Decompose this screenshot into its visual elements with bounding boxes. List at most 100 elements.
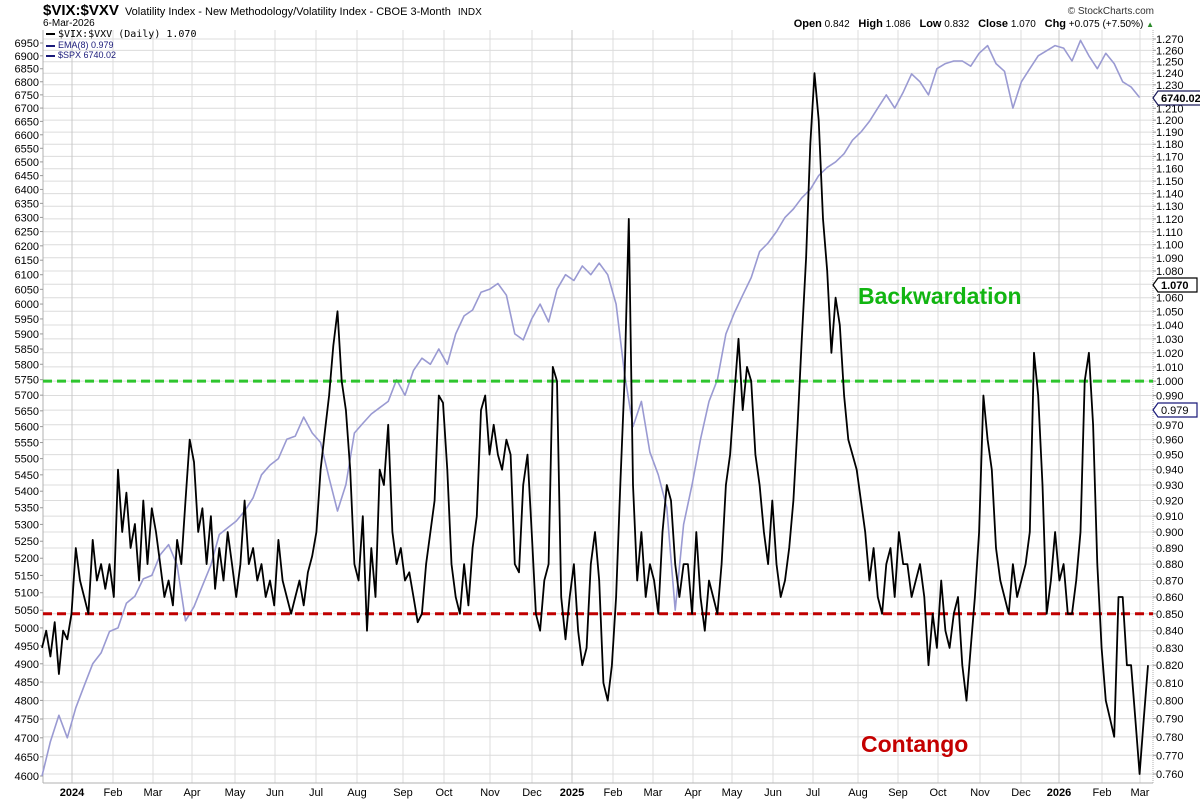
- x-tick-label: Dec: [522, 787, 542, 799]
- backwardation-label: Backwardation: [858, 283, 1022, 309]
- left-tick-label: 6950: [15, 38, 39, 50]
- right-tick-label: 1.250: [1156, 57, 1184, 69]
- right-tick-label: 0.880: [1156, 559, 1184, 571]
- left-tick-label: 4900: [15, 659, 39, 671]
- right-tick-label: 1.140: [1156, 189, 1184, 201]
- left-tick-label: 5150: [15, 570, 39, 582]
- right-tick-label: 0.790: [1156, 714, 1184, 726]
- contango-label: Contango: [861, 731, 969, 757]
- right-tick-label: 0.970: [1156, 420, 1184, 432]
- left-tick-label: 4750: [15, 714, 39, 726]
- left-tick-label: 4800: [15, 695, 39, 707]
- x-tick-label: 2025: [560, 787, 584, 799]
- x-tick-label: May: [722, 787, 743, 799]
- x-tick-label: Aug: [347, 787, 367, 799]
- right-tick-label: 1.160: [1156, 164, 1184, 176]
- ratio-price-tag: 1.070: [1152, 277, 1198, 293]
- x-tick-label: Nov: [970, 787, 990, 799]
- contango-annotation: Contango: [861, 731, 968, 758]
- x-tick-label: Feb: [1093, 787, 1112, 799]
- left-tick-label: 4650: [15, 752, 39, 764]
- svg-text:6740.02: 6740.02: [1161, 93, 1200, 105]
- right-tick-label: 1.270: [1156, 34, 1184, 46]
- symbol-description: Volatility Index - New Methodology/Volat…: [124, 6, 451, 18]
- x-tick-label: Sep: [888, 787, 908, 799]
- open-label: Open: [793, 18, 822, 30]
- left-tick-label: 5550: [15, 438, 39, 450]
- x-tick-label: Feb: [104, 787, 123, 799]
- right-tick-label: 0.890: [1156, 543, 1184, 555]
- right-tick-label: 0.830: [1156, 643, 1184, 655]
- close-label: Close: [978, 18, 1009, 30]
- left-tick-label: 6000: [15, 299, 39, 311]
- legend-swatch-ema: [46, 44, 55, 47]
- right-tick-label: 1.230: [1156, 80, 1184, 92]
- right-tick-label: 0.780: [1156, 732, 1184, 744]
- low-value: 0.832: [944, 19, 970, 30]
- x-tick-label: Mar: [144, 787, 163, 799]
- grid: [43, 30, 1153, 783]
- right-tick-label: 0.820: [1156, 660, 1184, 672]
- x-tick-label: Nov: [480, 787, 500, 799]
- right-tick-label: 0.930: [1156, 480, 1184, 492]
- left-tick-label: 5750: [15, 375, 39, 387]
- right-tick-label: 1.020: [1156, 348, 1184, 360]
- x-tick-label: Apr: [684, 787, 701, 799]
- left-tick-label: 6300: [15, 212, 39, 224]
- left-tick-label: 5950: [15, 314, 39, 326]
- x-tick-label: Aug: [848, 787, 868, 799]
- right-tick-label: 0.900: [1156, 527, 1184, 539]
- right-tick-label: 0.940: [1156, 465, 1184, 477]
- right-tick-label: 1.130: [1156, 201, 1184, 213]
- right-tick-label: 1.030: [1156, 334, 1184, 346]
- left-tick-label: 5900: [15, 329, 39, 341]
- left-tick-label: 4850: [15, 677, 39, 689]
- right-tick-label: 0.760: [1156, 769, 1184, 781]
- svg-text:0.979: 0.979: [1161, 405, 1189, 417]
- ohlc-summary: Open 0.842 High 1.086 Low 0.832 Close 1.…: [788, 18, 1154, 30]
- legend-label: EMA(8) 0.979: [58, 40, 114, 50]
- right-tick-label: 1.000: [1156, 376, 1184, 388]
- open-value: 0.842: [824, 19, 850, 30]
- right-axis-ticks: 1.2701.2601.2501.2401.2301.2201.2101.200…: [1153, 34, 1184, 781]
- x-tick-label: Oct: [929, 787, 946, 799]
- right-tick-label: 0.850: [1156, 609, 1184, 621]
- right-tick-label: 1.080: [1156, 266, 1184, 278]
- left-tick-label: 6750: [15, 90, 39, 102]
- left-tick-label: 5250: [15, 536, 39, 548]
- right-tick-label: 1.260: [1156, 45, 1184, 57]
- right-tick-label: 1.180: [1156, 139, 1184, 151]
- change-value: +0.075 (+7.50%): [1068, 19, 1144, 30]
- left-tick-label: 4950: [15, 641, 39, 653]
- brand-watermark: © StockCharts.com: [1067, 6, 1154, 17]
- left-tick-label: 5650: [15, 406, 39, 418]
- svg-text:1.070: 1.070: [1161, 280, 1189, 292]
- left-tick-label: 4600: [15, 771, 39, 783]
- right-tick-label: 1.200: [1156, 115, 1184, 127]
- chart-date: 6-Mar-2026: [43, 18, 95, 29]
- left-tick-label: 5200: [15, 553, 39, 565]
- left-tick-label: 5600: [15, 422, 39, 434]
- legend-item-ratio: $VIX:$VXV (Daily) 1.070: [46, 30, 196, 40]
- left-tick-label: 6150: [15, 255, 39, 267]
- left-tick-label: 4700: [15, 733, 39, 745]
- ema-price-tag: 0.979: [1152, 402, 1198, 418]
- right-tick-label: 1.060: [1156, 293, 1184, 305]
- right-tick-label: 1.050: [1156, 306, 1184, 318]
- legend-swatch-spx: [46, 54, 55, 57]
- left-tick-label: 5050: [15, 605, 39, 617]
- right-tick-label: 0.870: [1156, 575, 1184, 587]
- left-tick-label: 6050: [15, 284, 39, 296]
- left-tick-label: 6200: [15, 241, 39, 253]
- chart-title: $VIX:$VXV Volatility Index - New Methodo…: [43, 2, 482, 19]
- legend-swatch-ratio: [46, 33, 55, 35]
- legend-label: $SPX 6740.02: [58, 50, 117, 60]
- legend-item-ema: EMA(8) 0.979: [46, 40, 196, 50]
- x-tick-label: Dec: [1011, 787, 1031, 799]
- left-tick-label: 6650: [15, 116, 39, 128]
- x-tick-label: Mar: [1131, 787, 1150, 799]
- left-tick-label: 6600: [15, 130, 39, 142]
- exchange: INDX: [457, 7, 482, 18]
- high-label: High: [858, 18, 883, 30]
